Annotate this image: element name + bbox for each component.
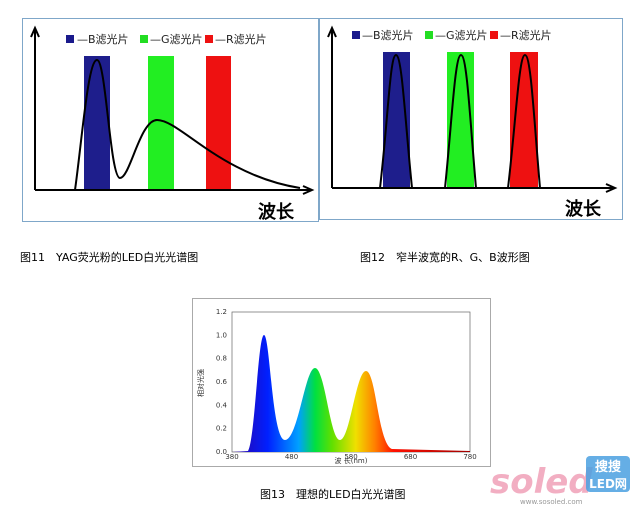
peak bbox=[444, 53, 477, 189]
peak bbox=[507, 53, 541, 189]
legend-swatch bbox=[66, 35, 74, 43]
tick-labels: 0.0 0.2 0.4 0.6 0.8 1.0 1.2 380 480 580 680 780 bbox=[216, 308, 477, 461]
x-tick-label: 780 bbox=[463, 453, 476, 461]
legend-swatch bbox=[425, 31, 433, 39]
x-tick-label: 480 bbox=[285, 453, 298, 461]
legend-swatch bbox=[205, 35, 213, 43]
watermark-badge-top: 搜搜 bbox=[595, 459, 622, 475]
x-tick-label: 380 bbox=[225, 453, 238, 461]
x-tick-label: 580 bbox=[344, 453, 357, 461]
caption: 图13 理想的LED白光光谱图 bbox=[260, 487, 406, 501]
axis-label: 波长 bbox=[565, 198, 602, 220]
legend-label: —G滤光片 bbox=[435, 28, 488, 42]
legend-swatch bbox=[490, 31, 498, 39]
axis-label: 波长 bbox=[258, 201, 295, 223]
axes bbox=[327, 25, 618, 193]
y-tick-label: 0.6 bbox=[216, 378, 228, 386]
watermark-badge bbox=[586, 456, 630, 492]
y-tick-label: 0.8 bbox=[216, 355, 227, 363]
caption: 图11 YAG荧光粉的LED白光光谱图 bbox=[20, 250, 198, 264]
legend-label: —B滤光片 bbox=[362, 28, 414, 42]
legend-label: —R滤光片 bbox=[500, 28, 552, 42]
y-tick-label: 1.0 bbox=[216, 331, 227, 339]
spectrum-area bbox=[232, 335, 470, 452]
legend-swatch bbox=[140, 35, 148, 43]
x-tick-label: 680 bbox=[404, 453, 417, 461]
axes bbox=[30, 25, 315, 195]
watermark-badge-bottom: LED网 bbox=[589, 477, 627, 491]
legend-label: —G滤光片 bbox=[150, 32, 203, 46]
filter-bar bbox=[206, 56, 231, 190]
spectrum-curves bbox=[379, 53, 541, 189]
axis-label: 相对光强 bbox=[196, 369, 205, 397]
y-tick-label: 0.4 bbox=[216, 401, 228, 409]
axis-label: 波 长(nm) bbox=[335, 456, 368, 465]
figure-frame bbox=[192, 298, 491, 467]
watermark-logo: soled bbox=[490, 462, 593, 502]
spectrum-curve bbox=[74, 58, 301, 191]
y-tick-label: 0.0 bbox=[216, 448, 227, 456]
legend-swatch bbox=[352, 31, 360, 39]
peak bbox=[379, 53, 413, 189]
caption: 图12 窄半波宽的R、G、B波形图 bbox=[360, 250, 530, 264]
y-tick-label: 0.2 bbox=[216, 425, 227, 433]
legend-label: —R滤光片 bbox=[215, 32, 267, 46]
y-tick-label: 1.2 bbox=[216, 308, 227, 316]
legend-label: —B滤光片 bbox=[77, 32, 129, 46]
watermark-url: www.sosoled.com bbox=[520, 498, 583, 506]
filter-bar bbox=[84, 56, 110, 190]
